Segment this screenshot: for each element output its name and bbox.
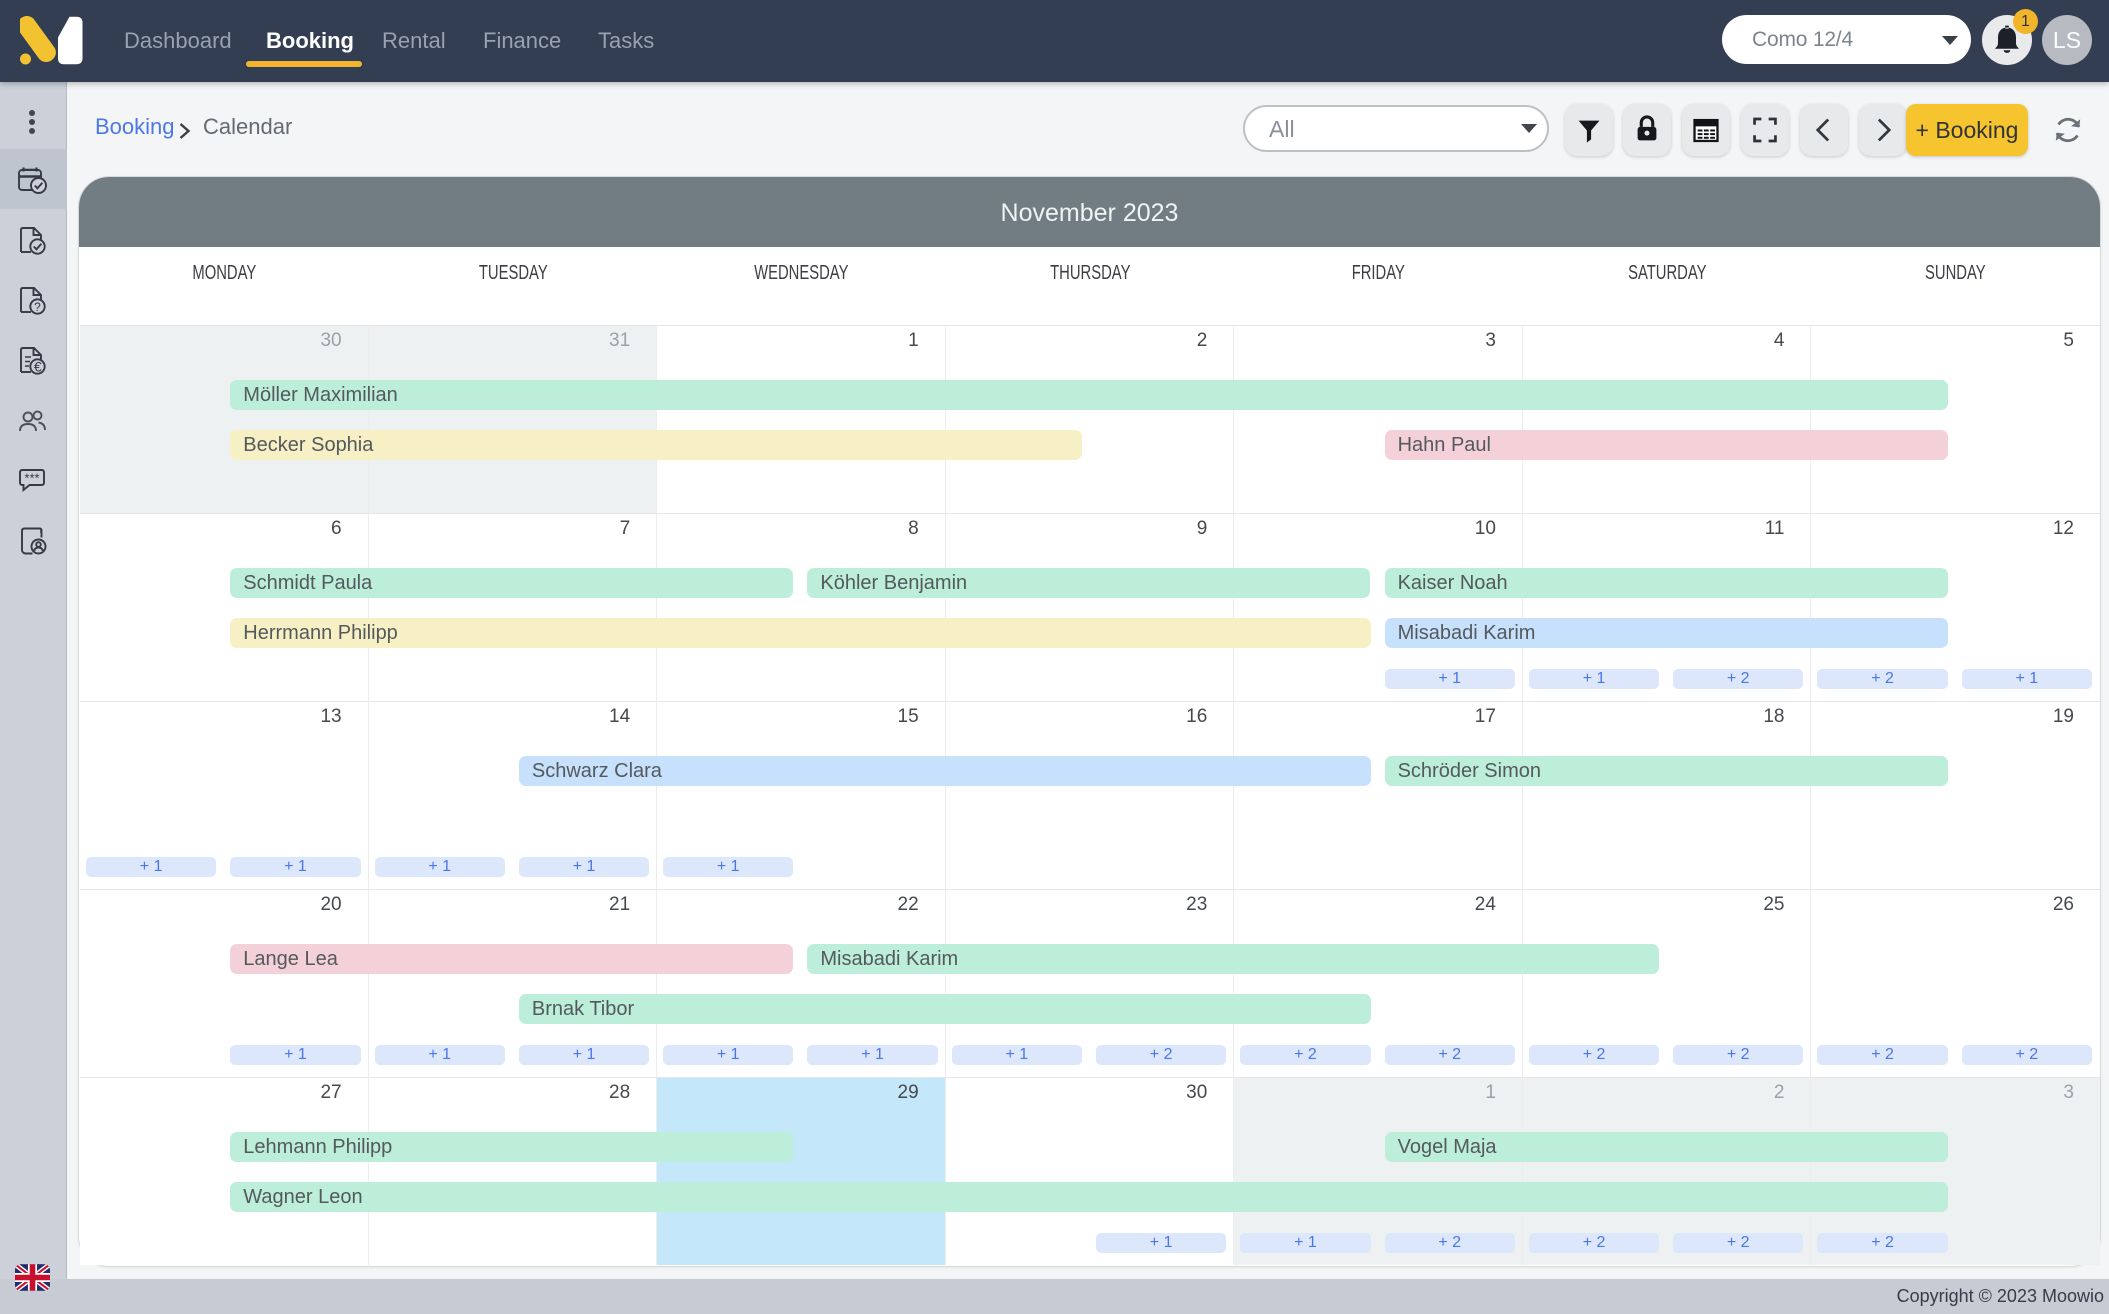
svg-text:€: € (34, 359, 42, 375)
svg-text:***: *** (24, 471, 39, 486)
svg-text:?: ? (34, 300, 41, 314)
